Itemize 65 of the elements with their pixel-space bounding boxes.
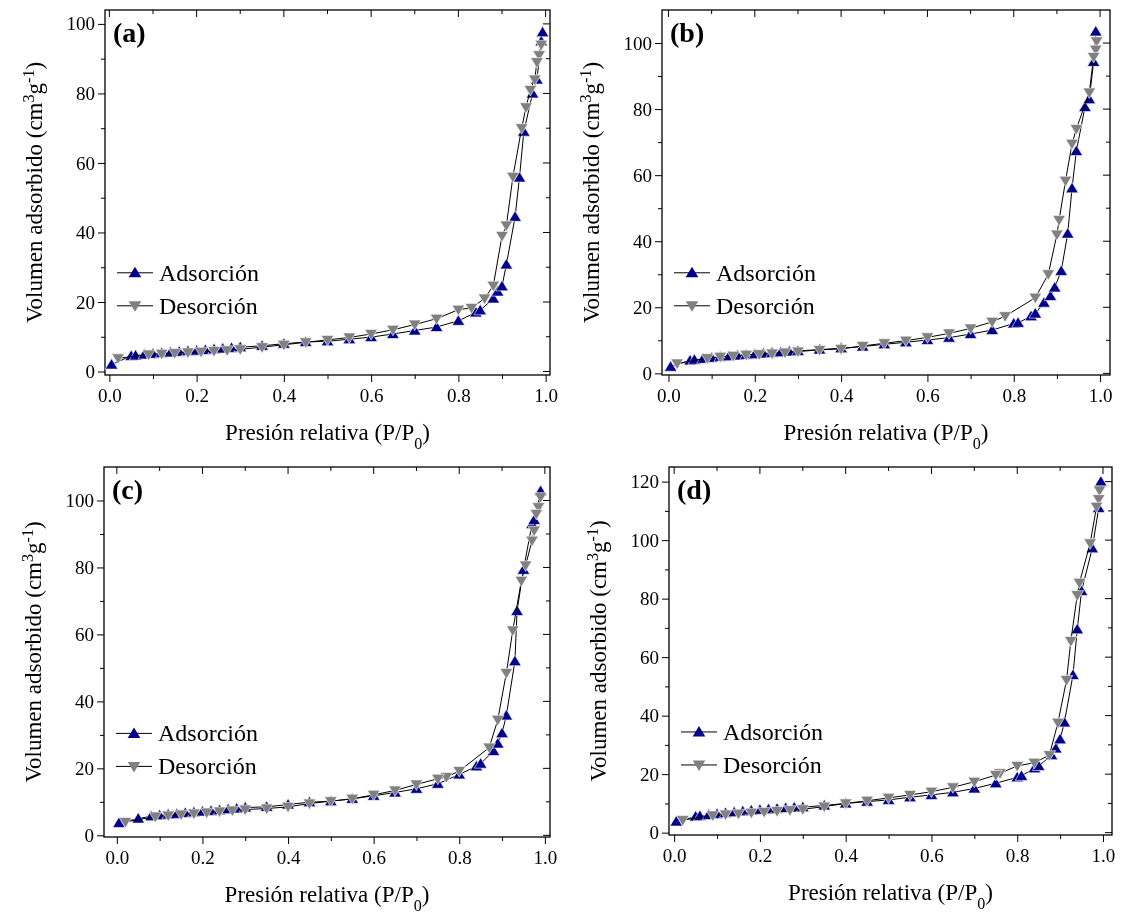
y-tick-label: 100 [623,32,652,54]
y-tick-label: 60 [76,152,95,174]
x-tick-label: 0.6 [359,385,384,407]
x-tick-label: 0.2 [743,385,768,407]
chart-title: (d) [677,474,712,505]
x-tick-label: 0.6 [362,847,387,869]
y-tick-label: 100 [66,13,95,35]
x-tick-label: 1.0 [1091,845,1116,867]
y-tick-label: 80 [76,83,95,105]
y-tick-label: 100 [630,529,659,551]
x-tick-label: 0.0 [662,845,687,867]
x-tick-label: 0.4 [834,845,859,867]
x-tick-label: 0.2 [191,847,215,869]
legend-label: Adsorción [158,720,258,747]
x-tick-label: 0.2 [748,845,773,867]
y-tick-label: 20 [76,291,95,313]
x-tick-label: 0.4 [829,385,854,407]
y-tick-label: 80 [633,98,652,120]
y-tick-label: 60 [75,624,94,645]
x-tick-label: 0.4 [272,385,297,407]
chart-title: (a) [113,17,146,48]
y-tick-label: 100 [65,490,94,512]
x-axis-title: Presión relativa (P/P$_{0}$) [783,420,989,452]
chart-title: (b) [670,17,705,48]
y-tick-label: 40 [633,230,652,252]
x-tick-label: 0.8 [447,847,472,869]
y-tick-label: 60 [640,646,659,668]
y-tick-label: 0 [84,824,94,846]
x-tick-label: 0.6 [916,385,940,407]
y-tick-label: 0 [649,822,659,844]
legend-label: Adsorción [723,718,823,745]
chart-title: (c) [112,474,144,505]
x-tick-label: 0.6 [920,845,944,867]
y-tick-label: 40 [640,705,659,727]
y-tick-label: 80 [75,557,94,579]
x-tick-label: 0.8 [1005,845,1030,867]
y-tick-label: 120 [630,471,659,493]
legend-label: Adsorción [159,259,259,286]
legend-label: Desorción [716,292,815,319]
legend-label: Adsorción [716,259,816,286]
y-tick-label: 0 [642,362,652,384]
legend-label: Desorción [158,753,257,780]
x-tick-label: 0.8 [1002,385,1027,407]
y-tick-label: 20 [640,763,659,785]
y-tick-label: 20 [75,757,94,779]
x-tick-label: 0.2 [185,385,209,407]
legend-label: Desorción [723,751,822,778]
y-tick-label: 80 [640,588,659,610]
y-tick-label: 20 [633,296,652,318]
x-tick-label: 1.0 [533,847,558,869]
y-tick-label: 60 [633,164,652,186]
x-tick-label: 1.0 [1088,385,1113,407]
x-axis-title: Presión relativa (P/P$_{0}$) [224,882,430,914]
x-tick-label: 0.0 [105,847,130,869]
x-tick-label: 0.0 [657,385,681,407]
y-tick-label: 0 [85,361,95,383]
x-axis-title: Presión relativa (P/P$_{0}$) [788,880,993,912]
x-tick-label: 1.0 [534,385,559,407]
x-tick-label: 0.8 [447,385,471,407]
x-axis-title: Presión relativa (P/P$_{0}$) [225,420,430,452]
x-tick-label: 0.4 [276,847,301,869]
x-tick-label: 0.0 [97,385,122,407]
y-tick-label: 40 [75,690,94,712]
legend-label: Desorción [159,292,258,319]
y-tick-label: 40 [76,222,95,244]
